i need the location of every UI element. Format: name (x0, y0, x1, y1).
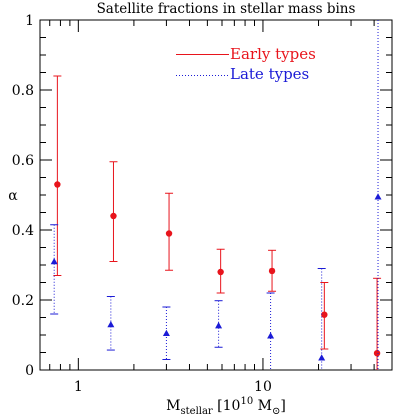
y-axis-label: α (8, 188, 18, 204)
x-label-mid: [10 (213, 398, 241, 414)
data-point (268, 267, 276, 275)
data-point (162, 329, 170, 337)
data-point (110, 212, 117, 220)
x-label-base: M (166, 398, 180, 414)
y-tick-label: 0 (25, 363, 34, 379)
plot-area (39, 19, 393, 371)
data-point (318, 354, 326, 361)
y-tick-label: 0.6 (12, 153, 34, 169)
x-label-tail: M (253, 398, 272, 414)
y-tick-label: 0.2 (12, 293, 34, 309)
data-point (107, 321, 115, 328)
data-point (321, 311, 328, 318)
y-tick-label: 0.4 (12, 223, 34, 239)
legend: Early types Late types (176, 45, 316, 83)
series-early-types (53, 75, 382, 370)
axis-ticks (40, 19, 393, 371)
x-axis-label: Mstellar [1010 M⊙] (166, 396, 286, 415)
x-tick-label: 10 (254, 379, 272, 395)
x-label-sup: 10 (240, 396, 253, 407)
data-point (374, 193, 382, 200)
data-point (217, 268, 224, 276)
data-point (165, 230, 173, 237)
legend-label-early: Early types (230, 45, 316, 63)
data-point (50, 258, 58, 265)
series-late-types (50, 20, 382, 370)
x-label-sub: stellar (181, 406, 213, 415)
x-label-end: ] (280, 398, 285, 414)
chart-title: Satellite fractions in stellar mass bins (97, 1, 356, 17)
data-point (373, 350, 381, 357)
x-label-sun: ⊙ (272, 406, 280, 415)
y-tick-label: 0.8 (12, 83, 34, 99)
plot-frame (39, 19, 393, 371)
data-marks (50, 20, 382, 370)
data-point (215, 322, 223, 329)
y-tick-label: 1 (25, 13, 34, 29)
data-point (267, 332, 275, 339)
x-tick-label: 1 (74, 379, 83, 395)
legend-label-late: Late types (230, 65, 309, 83)
data-point (54, 181, 61, 188)
tick-labels: 1 10 0 0.2 0.4 0.6 0.8 1 (12, 13, 272, 395)
